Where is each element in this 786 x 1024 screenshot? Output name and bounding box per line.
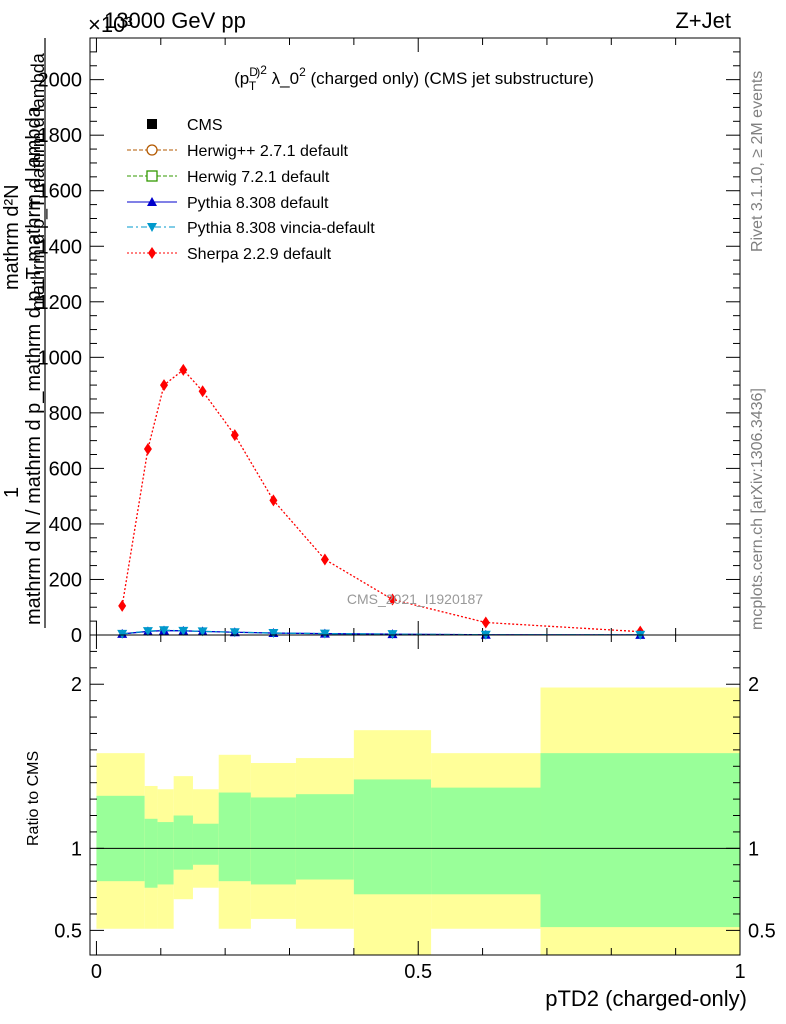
y-tick-label: 600 bbox=[49, 458, 82, 480]
ratio-panel: 0.5 0.51 12 20 0.5 1 Ratio to CMS pTD2 (charg… bbox=[25, 634, 776, 1011]
y-tick-label: 1000 bbox=[38, 347, 83, 369]
ratio-inner-band bbox=[540, 753, 740, 928]
y-tick-label: 200 bbox=[49, 569, 82, 591]
data-point bbox=[118, 599, 127, 612]
ratio-y-tick-label: 1 bbox=[748, 838, 759, 860]
data-point bbox=[117, 629, 128, 639]
ratio-inner-band bbox=[431, 787, 541, 895]
y-tick-label: 1200 bbox=[38, 292, 83, 314]
data-point bbox=[320, 553, 329, 566]
data-point bbox=[388, 593, 397, 606]
x-tick-label: 0.5 bbox=[404, 961, 432, 983]
ratio-y-tick-label: 0.5 bbox=[54, 920, 82, 942]
ratio-inner-band bbox=[250, 797, 296, 885]
legend-marker bbox=[146, 144, 158, 156]
data-point bbox=[268, 629, 279, 639]
data-point bbox=[481, 616, 490, 629]
vincia-series bbox=[117, 626, 646, 640]
legend-marker bbox=[147, 223, 157, 232]
main-y-label: mathrm d N / mathrm d p_mathrm d p_T mat… bbox=[1, 38, 49, 628]
data-point bbox=[159, 626, 170, 636]
ratio-inner-band bbox=[144, 818, 158, 888]
data-point bbox=[178, 626, 189, 636]
x-tick-label: 1 bbox=[734, 961, 745, 983]
header-right: Z+Jet bbox=[675, 8, 731, 33]
legend-label: Pythia 8.308 vincia-default bbox=[187, 220, 375, 237]
data-point bbox=[197, 627, 208, 637]
sherpa-series bbox=[118, 363, 645, 638]
ratio-y-tick-label: 0.5 bbox=[748, 920, 776, 942]
legend-label: Pythia 8.308 default bbox=[187, 195, 329, 212]
ratio-inner-band bbox=[157, 822, 174, 885]
ratio-y-tick-label: 2 bbox=[71, 674, 82, 696]
data-point bbox=[198, 385, 207, 398]
ratio-y-tick-label: 1 bbox=[71, 838, 82, 860]
ratio-inner-band bbox=[96, 795, 145, 882]
y-tick-label: 1600 bbox=[38, 181, 83, 203]
ratio-frame bbox=[89, 634, 741, 956]
data-point bbox=[142, 627, 153, 637]
ratio-bands bbox=[96, 687, 740, 955]
legend-label: Herwig++ 2.7.1 default bbox=[187, 143, 349, 160]
y-tick-label: 2000 bbox=[38, 70, 83, 92]
data-point bbox=[143, 442, 152, 455]
data-point bbox=[179, 363, 188, 376]
ratio-inner-band bbox=[192, 823, 219, 865]
ratio-inner-band bbox=[295, 794, 354, 880]
main-title: (pD T)2 λ_02 (charged only) (CMS jet subs… bbox=[234, 63, 594, 93]
legend-label: Herwig 7.2.1 default bbox=[187, 169, 330, 186]
ratio-inner-band bbox=[218, 792, 251, 882]
data-point bbox=[319, 629, 330, 639]
x-axis-label: pTD2 (charged-only) bbox=[545, 986, 747, 1011]
data-point bbox=[160, 379, 169, 392]
legend: CMS Herwig++ 2.7.1 default Herwig 7.2.1 de… bbox=[127, 117, 375, 263]
ratio-inner-band bbox=[173, 815, 193, 870]
rivet-label: Rivet 3.1.10, ≥ 2M events bbox=[749, 71, 766, 252]
legend-label: CMS bbox=[187, 117, 223, 134]
svg-text:mathrm d p_T mathrm d lambda: mathrm d p_T mathrm d lambda bbox=[28, 52, 49, 310]
watermark: CMS_2021_I1920187 bbox=[347, 591, 483, 607]
ratio-y-label: Ratio to CMS bbox=[25, 751, 42, 846]
data-point bbox=[269, 494, 278, 507]
ratio-y-tick-label: 2 bbox=[748, 674, 759, 696]
legend-marker bbox=[147, 119, 157, 129]
legend-label: Sherpa 2.2.9 default bbox=[187, 246, 332, 263]
main-panel: 0 200 400 600 800 1000 1200 1400 1600 1800 2000 (p… bbox=[38, 37, 741, 647]
mcplots-label: mcplots.cern.ch [arXiv:1306.3436] bbox=[749, 388, 766, 630]
data-point bbox=[230, 429, 239, 442]
legend-marker bbox=[146, 170, 158, 182]
y-tick-label: 400 bbox=[49, 514, 82, 536]
legend-marker bbox=[148, 247, 156, 259]
y-tick-label: 1400 bbox=[38, 236, 83, 258]
y-tick-label: 0 bbox=[71, 625, 82, 647]
svg-text:mathrm d²N: mathrm d²N bbox=[1, 184, 23, 290]
header-left: 13000 GeV pp bbox=[104, 8, 246, 33]
legend-marker bbox=[147, 197, 157, 206]
svg-text:mathrm d N / mathrm d p_mathrm: mathrm d N / mathrm d p_mathrm d p_T mat… bbox=[23, 105, 45, 625]
y-tick-label: 800 bbox=[49, 403, 82, 425]
data-point bbox=[229, 628, 240, 638]
svg-text:1: 1 bbox=[1, 487, 23, 498]
header-exponent: ×10³ bbox=[88, 12, 133, 37]
y-tick-label: 1800 bbox=[38, 125, 83, 147]
ratio-inner-band bbox=[353, 779, 432, 895]
main-y-ticks: 0 200 400 600 800 1000 1200 1400 1600 1800 2000 bbox=[38, 38, 741, 647]
x-tick-label: 0 bbox=[91, 961, 102, 983]
